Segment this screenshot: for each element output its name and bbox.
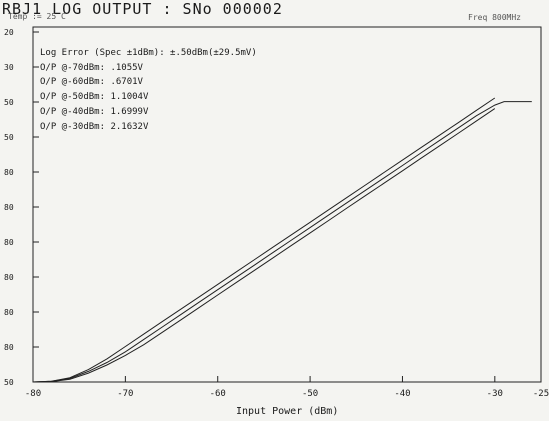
x-axis: -80 -70 -60 -50 -40 -30 -25 — [25, 376, 549, 399]
x-tick-label: -50 — [302, 389, 318, 399]
legend-reading: O/P @-60dBm: .6701V — [40, 77, 144, 87]
x-tick-label: -60 — [210, 389, 226, 399]
temperature-label: Temp := 25 C — [8, 12, 66, 21]
y-tick-label: 80 — [4, 203, 14, 212]
frequency-label: Freq 800MHz — [468, 13, 521, 22]
page-title: RBJ1 LOG OUTPUT : SNo 000002 — [2, 0, 283, 18]
x-tick-label: -80 — [25, 389, 41, 399]
legend-reading: O/P @-50dBm: 1.1004V — [40, 92, 149, 102]
series-line-2 — [32, 97, 496, 383]
legend-reading: O/P @-30dBm: 2.1632V — [40, 122, 149, 132]
x-tick-label: -25 — [533, 389, 549, 399]
y-tick-label: 20 — [4, 28, 14, 37]
y-tick-label: 80 — [4, 238, 14, 247]
y-tick-label: 50 — [4, 133, 14, 142]
y-tick-label: 50 — [4, 378, 14, 387]
x-tick-label: -70 — [117, 389, 133, 399]
series-line-1 — [32, 101, 532, 383]
y-tick-label: 80 — [4, 273, 14, 282]
y-tick-label: 80 — [4, 308, 14, 317]
series-group — [32, 97, 532, 383]
y-tick-label: 30 — [4, 63, 14, 72]
legend-reading: O/P @-40dBm: 1.6999V — [40, 107, 149, 117]
plot-frame — [32, 26, 542, 383]
legend: Log Error (Spec ±1dBm): ±.50dBm(±29.5mV)… — [40, 48, 257, 132]
x-tick-label: -30 — [487, 389, 503, 399]
y-tick-label: 80 — [4, 343, 14, 352]
series-line-3 — [32, 108, 496, 383]
y-tick-label: 80 — [4, 168, 14, 177]
y-tick-label: 50 — [4, 98, 14, 107]
y-axis: 20 30 50 50 80 80 80 80 80 80 50 — [4, 28, 39, 387]
x-axis-label: Input Power (dBm) — [236, 406, 338, 417]
x-tick-label: -40 — [394, 389, 410, 399]
legend-reading: O/P @-70dBm: .1055V — [40, 63, 144, 73]
legend-error-line: Log Error (Spec ±1dBm): ±.50dBm(±29.5mV) — [40, 48, 257, 58]
